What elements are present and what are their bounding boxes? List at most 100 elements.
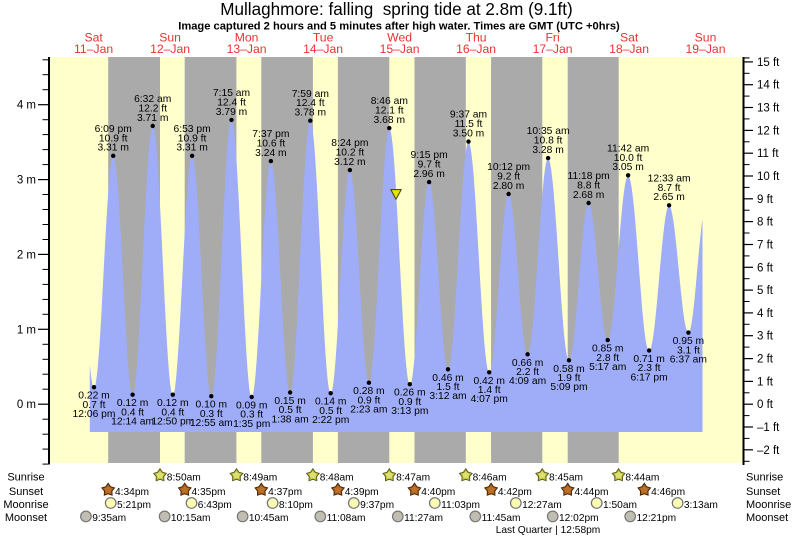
svg-text:2.80 m: 2.80 m <box>493 181 524 192</box>
svg-text:2.3 ft: 2.3 ft <box>638 363 661 374</box>
svg-text:5:21pm: 5:21pm <box>117 500 151 511</box>
svg-text:0 ft: 0 ft <box>757 399 774 411</box>
svg-text:Moonrise: Moonrise <box>746 499 791 511</box>
svg-text:6:17 pm: 6:17 pm <box>630 372 667 383</box>
svg-text:4:07 pm: 4:07 pm <box>471 394 508 405</box>
svg-text:6:37 am: 6:37 am <box>670 355 707 366</box>
svg-text:4 ft: 4 ft <box>757 308 774 320</box>
svg-text:8:50am: 8:50am <box>167 472 201 483</box>
svg-text:9 ft: 9 ft <box>757 194 774 206</box>
svg-text:0.5 ft: 0.5 ft <box>279 405 302 416</box>
svg-text:2.2 ft: 2.2 ft <box>516 367 539 378</box>
svg-text:8.7 ft: 8.7 ft <box>658 183 681 194</box>
svg-text:12.4 ft: 12.4 ft <box>296 98 325 109</box>
svg-text:8:44am: 8:44am <box>625 472 659 483</box>
svg-text:11:18 pm: 11:18 pm <box>568 171 610 182</box>
svg-text:11:42 am: 11:42 am <box>607 143 649 154</box>
svg-text:15 ft: 15 ft <box>757 57 780 69</box>
svg-text:7 ft: 7 ft <box>757 240 774 252</box>
svg-text:4:46pm: 4:46pm <box>651 487 685 498</box>
svg-text:8:45am: 8:45am <box>549 472 583 483</box>
svg-text:3.50 m: 3.50 m <box>453 129 484 140</box>
svg-text:5:17 am: 5:17 am <box>589 362 626 373</box>
svg-text:9:37pm: 9:37pm <box>360 500 394 511</box>
svg-text:8:46am: 8:46am <box>473 472 507 483</box>
svg-text:1:50am: 1:50am <box>603 500 637 511</box>
svg-text:3.79 m: 3.79 m <box>216 107 247 118</box>
svg-text:Sun: Sun <box>695 31 717 45</box>
svg-text:7:37 pm: 7:37 pm <box>252 129 289 140</box>
svg-text:10.0 ft: 10.0 ft <box>614 153 643 164</box>
svg-text:4:37pm: 4:37pm <box>268 487 302 498</box>
svg-text:13–Jan: 13–Jan <box>227 42 267 56</box>
svg-text:0.5 ft: 0.5 ft <box>319 406 342 417</box>
svg-text:4:09 am: 4:09 am <box>509 376 546 387</box>
svg-text:10:45am: 10:45am <box>249 513 289 524</box>
svg-text:7:15 am: 7:15 am <box>213 88 250 99</box>
svg-text:10 ft: 10 ft <box>757 171 780 183</box>
svg-text:1:38 am: 1:38 am <box>271 414 308 425</box>
svg-text:Sunrise: Sunrise <box>7 471 44 483</box>
svg-text:10.8 ft: 10.8 ft <box>534 136 563 147</box>
svg-text:11:08am: 11:08am <box>327 513 366 524</box>
svg-text:3.31 m: 3.31 m <box>176 143 207 154</box>
svg-text:19–Jan: 19–Jan <box>686 42 726 56</box>
svg-text:3:13 pm: 3:13 pm <box>391 406 428 417</box>
svg-text:0.12 m: 0.12 m <box>157 398 188 409</box>
svg-text:12.1 ft: 12.1 ft <box>375 106 404 117</box>
svg-text:0.58 m: 0.58 m <box>553 364 584 375</box>
svg-text:1:35 pm: 1:35 pm <box>233 419 270 430</box>
svg-text:Sunrise: Sunrise <box>746 471 783 483</box>
svg-text:0.12 m: 0.12 m <box>117 398 148 409</box>
svg-text:3.12 m: 3.12 m <box>334 157 365 168</box>
svg-text:4:39pm: 4:39pm <box>345 487 379 498</box>
svg-text:4:40pm: 4:40pm <box>421 487 455 498</box>
svg-text:3:12 am: 3:12 am <box>429 391 466 402</box>
svg-text:3.1 ft: 3.1 ft <box>677 345 700 356</box>
svg-text:16–Jan: 16–Jan <box>456 42 496 56</box>
svg-text:6:43pm: 6:43pm <box>198 500 232 511</box>
svg-text:2.96 m: 2.96 m <box>413 169 444 180</box>
svg-text:0.3 ft: 0.3 ft <box>240 410 263 421</box>
svg-text:Moonset: Moonset <box>746 512 788 524</box>
svg-text:12:27am: 12:27am <box>522 500 562 511</box>
svg-text:2.68 m: 2.68 m <box>573 190 604 201</box>
svg-text:7:59 am: 7:59 am <box>292 89 329 100</box>
svg-text:8:10pm: 8:10pm <box>279 500 313 511</box>
svg-text:1.5 ft: 1.5 ft <box>437 382 460 393</box>
svg-text:9:15 pm: 9:15 pm <box>410 150 447 161</box>
svg-text:2 m: 2 m <box>17 249 36 261</box>
svg-text:0.42 m: 0.42 m <box>473 376 504 387</box>
svg-text:8:47am: 8:47am <box>396 472 430 483</box>
svg-text:10.6 ft: 10.6 ft <box>257 139 286 150</box>
svg-text:0.28 m: 0.28 m <box>353 386 384 397</box>
svg-text:6 ft: 6 ft <box>757 262 774 274</box>
svg-text:10:12 pm: 10:12 pm <box>487 162 530 173</box>
svg-text:11 ft: 11 ft <box>757 148 779 160</box>
svg-text:13 ft: 13 ft <box>757 103 780 115</box>
svg-text:8.8 ft: 8.8 ft <box>577 181 600 192</box>
svg-text:12:50 pm: 12:50 pm <box>151 417 194 428</box>
svg-text:0.71 m: 0.71 m <box>633 354 664 365</box>
svg-text:4:34pm: 4:34pm <box>115 487 149 498</box>
svg-text:10:35 am: 10:35 am <box>527 126 570 137</box>
svg-text:11:27am: 11:27am <box>404 513 443 524</box>
svg-text:8:46 am: 8:46 am <box>371 96 408 107</box>
svg-text:12.4 ft: 12.4 ft <box>217 97 246 108</box>
svg-text:9:37 am: 9:37 am <box>450 110 487 121</box>
svg-text:0.4 ft: 0.4 ft <box>121 407 144 418</box>
svg-text:2:23 am: 2:23 am <box>350 405 387 416</box>
svg-text:1 m: 1 m <box>17 324 36 336</box>
svg-text:10:15am: 10:15am <box>171 513 211 524</box>
svg-text:3.68 m: 3.68 m <box>374 115 405 126</box>
svg-text:Mon: Mon <box>235 31 259 45</box>
svg-text:0.7 ft: 0.7 ft <box>83 400 106 411</box>
svg-text:12.2 ft: 12.2 ft <box>138 103 167 114</box>
svg-text:0.09 m: 0.09 m <box>236 401 267 412</box>
svg-text:4:44pm: 4:44pm <box>575 487 609 498</box>
svg-text:3.78 m: 3.78 m <box>295 108 326 119</box>
svg-text:6:32 am: 6:32 am <box>134 94 171 105</box>
svg-text:3 m: 3 m <box>17 175 36 187</box>
svg-text:–1 ft: –1 ft <box>757 422 780 434</box>
svg-text:0.15 m: 0.15 m <box>274 396 305 407</box>
